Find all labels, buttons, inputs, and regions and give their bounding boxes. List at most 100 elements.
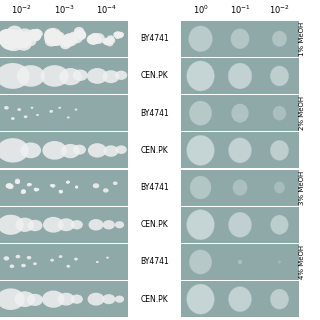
Ellipse shape <box>62 40 71 47</box>
Text: 1% MeOH: 1% MeOH <box>300 22 305 56</box>
Ellipse shape <box>76 186 78 188</box>
Ellipse shape <box>76 186 78 188</box>
Ellipse shape <box>114 34 119 38</box>
Ellipse shape <box>7 184 14 189</box>
Ellipse shape <box>43 217 64 233</box>
Ellipse shape <box>107 37 113 42</box>
Ellipse shape <box>15 179 20 183</box>
Ellipse shape <box>274 182 285 193</box>
Ellipse shape <box>21 190 25 194</box>
Ellipse shape <box>28 29 39 38</box>
Ellipse shape <box>75 30 86 39</box>
Ellipse shape <box>233 180 247 196</box>
Ellipse shape <box>0 288 25 310</box>
Ellipse shape <box>41 65 69 87</box>
Ellipse shape <box>44 28 62 43</box>
Ellipse shape <box>75 32 81 37</box>
Ellipse shape <box>270 66 289 86</box>
Ellipse shape <box>270 289 289 309</box>
Ellipse shape <box>29 32 41 42</box>
Ellipse shape <box>113 32 120 37</box>
Text: 2% MeOH: 2% MeOH <box>300 96 305 130</box>
Ellipse shape <box>75 29 83 36</box>
Ellipse shape <box>63 35 73 44</box>
Ellipse shape <box>15 33 31 47</box>
Ellipse shape <box>187 284 214 314</box>
Ellipse shape <box>0 63 30 89</box>
Ellipse shape <box>73 30 84 39</box>
Ellipse shape <box>20 31 33 43</box>
Ellipse shape <box>106 37 113 43</box>
Ellipse shape <box>27 183 31 187</box>
Ellipse shape <box>42 291 65 308</box>
Ellipse shape <box>60 35 73 46</box>
Ellipse shape <box>107 35 115 42</box>
Ellipse shape <box>103 40 110 45</box>
Ellipse shape <box>75 108 77 111</box>
Ellipse shape <box>17 108 21 111</box>
Text: BY4741: BY4741 <box>140 183 169 192</box>
Ellipse shape <box>28 32 36 39</box>
Ellipse shape <box>30 30 39 37</box>
Ellipse shape <box>15 181 18 184</box>
Ellipse shape <box>7 184 12 188</box>
Ellipse shape <box>20 41 29 49</box>
Ellipse shape <box>71 294 83 304</box>
Ellipse shape <box>75 186 78 188</box>
Ellipse shape <box>74 33 80 39</box>
Ellipse shape <box>17 181 20 184</box>
Ellipse shape <box>50 259 54 262</box>
Ellipse shape <box>272 31 287 47</box>
Ellipse shape <box>10 31 27 45</box>
Ellipse shape <box>113 181 117 185</box>
Ellipse shape <box>33 29 40 36</box>
Ellipse shape <box>6 183 12 188</box>
Ellipse shape <box>32 31 38 36</box>
Ellipse shape <box>52 185 54 187</box>
Ellipse shape <box>22 190 26 194</box>
Ellipse shape <box>16 28 33 43</box>
Ellipse shape <box>70 33 83 44</box>
Ellipse shape <box>117 34 121 38</box>
Ellipse shape <box>44 34 55 43</box>
Ellipse shape <box>45 36 57 47</box>
Ellipse shape <box>34 30 43 37</box>
Ellipse shape <box>28 183 31 185</box>
Ellipse shape <box>0 215 24 235</box>
Ellipse shape <box>31 30 38 36</box>
Ellipse shape <box>93 183 99 188</box>
Ellipse shape <box>33 262 37 265</box>
Ellipse shape <box>5 30 19 42</box>
Ellipse shape <box>58 293 75 306</box>
Ellipse shape <box>115 296 124 303</box>
Ellipse shape <box>7 26 23 39</box>
Ellipse shape <box>106 40 111 45</box>
Ellipse shape <box>2 29 20 44</box>
Ellipse shape <box>115 221 124 228</box>
Ellipse shape <box>8 184 13 188</box>
Ellipse shape <box>228 63 252 89</box>
Ellipse shape <box>90 33 100 41</box>
Ellipse shape <box>116 34 122 38</box>
Ellipse shape <box>64 37 72 44</box>
Ellipse shape <box>21 36 32 46</box>
Bar <box>181 95 299 131</box>
Ellipse shape <box>4 256 9 260</box>
Ellipse shape <box>6 183 11 188</box>
Ellipse shape <box>27 183 29 185</box>
Ellipse shape <box>60 40 71 49</box>
Ellipse shape <box>92 35 100 42</box>
Ellipse shape <box>52 184 55 188</box>
Ellipse shape <box>32 29 42 37</box>
Ellipse shape <box>10 29 26 43</box>
Ellipse shape <box>88 293 104 306</box>
Ellipse shape <box>14 291 35 307</box>
Ellipse shape <box>231 104 249 123</box>
Text: CEN.PK: CEN.PK <box>140 146 168 155</box>
Bar <box>181 207 299 243</box>
Bar <box>181 281 299 317</box>
Text: 10$^{-1}$: 10$^{-1}$ <box>230 3 250 16</box>
Ellipse shape <box>24 115 28 118</box>
Ellipse shape <box>44 29 60 42</box>
Ellipse shape <box>96 261 99 263</box>
